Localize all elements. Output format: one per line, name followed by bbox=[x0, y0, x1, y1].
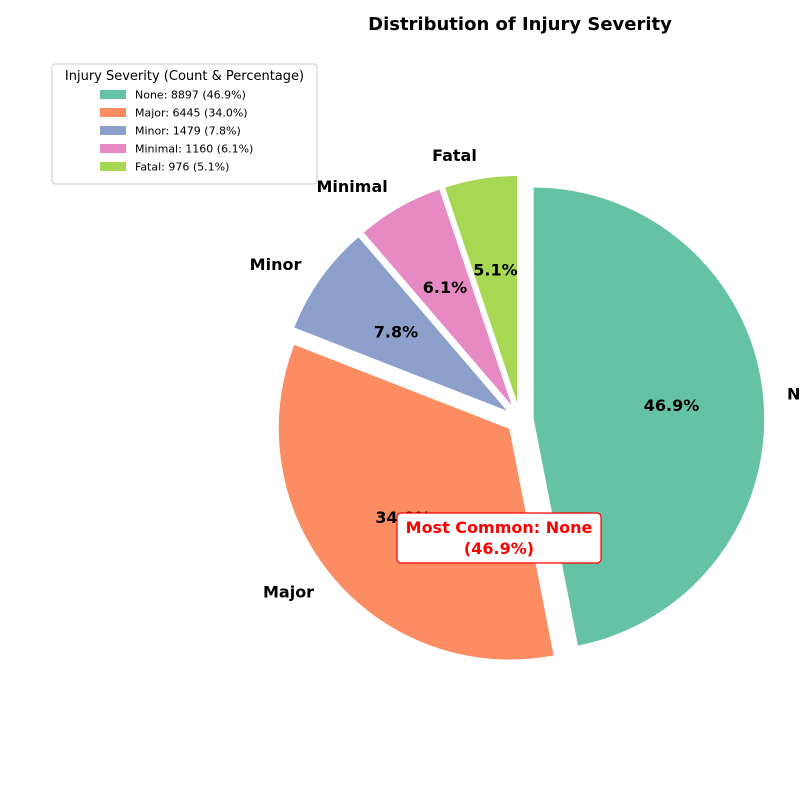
legend: Injury Severity (Count & Percentage) Non… bbox=[51, 63, 318, 185]
percent-label-minimal: 6.1% bbox=[423, 278, 467, 297]
category-labels: None Major Minor Minimal Fatal bbox=[250, 146, 800, 602]
annotation-frame bbox=[396, 512, 602, 564]
pie-slice-major bbox=[277, 342, 556, 662]
annotation-line-1: Most Common: None bbox=[406, 518, 593, 537]
legend-swatch-minimal bbox=[100, 144, 126, 153]
legend-entries: None: 8897 (46.9%) Major: 6445 (34.0%) Min… bbox=[100, 89, 253, 174]
category-label-major: Major bbox=[263, 582, 314, 601]
legend-label-major: Major: 6445 (34.0%) bbox=[135, 107, 248, 120]
legend-swatch-major bbox=[100, 108, 126, 117]
category-label-fatal: Fatal bbox=[432, 146, 477, 165]
pie-slice-none bbox=[532, 185, 766, 648]
legend-label-minimal: Minimal: 1160 (6.1%) bbox=[135, 143, 253, 156]
legend-title: Injury Severity (Count & Percentage) bbox=[65, 69, 304, 84]
category-label-minimal: Minimal bbox=[316, 177, 387, 196]
pie-slice-fatal bbox=[443, 174, 519, 408]
legend-label-none: None: 8897 (46.9%) bbox=[135, 89, 246, 102]
category-label-none: None bbox=[787, 385, 800, 404]
pie-slice-minimal bbox=[361, 187, 515, 410]
category-label-minor: Minor bbox=[250, 255, 302, 274]
annotation-box: Most Common: None (46.9%) bbox=[396, 512, 602, 564]
pie-slice-minor bbox=[292, 235, 510, 414]
percent-labels: 46.9%34.0%7.8%6.1%5.1% bbox=[374, 260, 700, 527]
percent-label-none: 46.9% bbox=[644, 396, 700, 415]
percent-label-minor: 7.8% bbox=[374, 322, 418, 341]
legend-swatch-fatal bbox=[100, 162, 126, 171]
legend-swatch-none bbox=[100, 90, 126, 99]
legend-label-minor: Minor: 1479 (7.8%) bbox=[135, 125, 241, 138]
legend-swatch-minor bbox=[100, 126, 126, 135]
annotation-line-2: (46.9%) bbox=[464, 539, 534, 558]
pie-slices bbox=[277, 174, 766, 662]
chart-title: Distribution of Injury Severity bbox=[368, 14, 672, 35]
legend-label-fatal: Fatal: 976 (5.1%) bbox=[135, 161, 229, 174]
percent-label-fatal: 5.1% bbox=[473, 260, 517, 279]
